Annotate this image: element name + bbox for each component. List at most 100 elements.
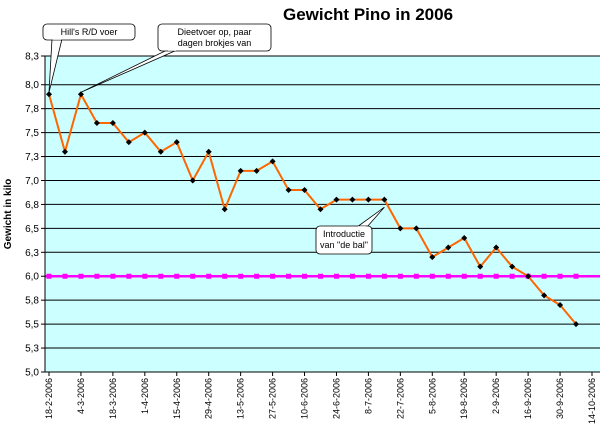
reference-marker	[557, 273, 563, 279]
y-axis-ticks: 8,3 8,0 7,8 7,5 7,3 7,0 6,8 6,5 6,3 6,0 5,8 5,5 5,3 5…	[25, 52, 45, 379]
reference-marker	[445, 273, 451, 279]
y-axis-label: Gewicht in kilo	[3, 179, 14, 250]
reference-marker	[158, 273, 164, 279]
y-tick-label: 5,8	[25, 296, 39, 307]
x-tick-label: 29-4-2006	[204, 378, 214, 419]
data-point	[285, 187, 292, 194]
callout-text: Hill's R/D voer	[61, 27, 118, 37]
x-axis-ticks: 18-2-2006 4-3-2006 18-3-2006 1-4-2006 15-4-2…	[44, 372, 597, 424]
data-point	[477, 263, 484, 270]
reference-marker	[461, 273, 467, 279]
data-point	[269, 158, 276, 165]
y-tick-label: 8,0	[25, 80, 39, 91]
data-point	[429, 254, 436, 261]
data-point	[253, 167, 260, 174]
reference-marker	[238, 273, 244, 279]
reference-marker	[302, 273, 308, 279]
reference-marker	[62, 273, 68, 279]
reference-marker	[94, 273, 100, 279]
data-point	[221, 206, 228, 213]
reference-marker	[190, 273, 196, 279]
reference-marker	[78, 273, 84, 279]
reference-marker	[110, 273, 116, 279]
callout-text: dagen brokjes van	[178, 38, 252, 48]
data-point	[397, 225, 404, 232]
y-tick-label: 7,5	[25, 128, 39, 139]
data-point	[301, 187, 308, 194]
x-tick-label: 1-4-2006	[140, 378, 150, 414]
y-tick-label: 6,3	[25, 248, 39, 259]
x-tick-label: 27-5-2006	[268, 378, 278, 419]
x-tick-label: 5-8-2006	[427, 378, 437, 414]
data-point	[333, 196, 340, 203]
reference-marker	[222, 273, 228, 279]
reference-marker	[126, 273, 132, 279]
data-point	[93, 120, 100, 127]
callout-box	[42, 23, 136, 41]
callout: Hill's R/D voer	[42, 23, 136, 93]
data-point	[557, 301, 564, 308]
reference-marker	[46, 273, 52, 279]
reference-marker	[573, 273, 579, 279]
reference-marker	[541, 273, 547, 279]
data-point	[493, 244, 500, 251]
chart-title: Gewicht Pino in 2006	[283, 5, 453, 24]
data-point	[77, 91, 84, 98]
callout-text: Introductie	[323, 229, 365, 239]
callout-box	[157, 23, 272, 52]
data-point	[61, 148, 68, 155]
reference-marker	[286, 273, 292, 279]
data-point	[46, 91, 52, 98]
reference-marker	[174, 273, 180, 279]
y-tick-label: 5,0	[25, 368, 39, 379]
callout-text: Dieetvoer op, paar	[177, 27, 251, 37]
y-tick-label: 5,3	[25, 344, 39, 355]
callout-box	[315, 225, 373, 255]
axes	[44, 56, 600, 373]
y-tick-label: 6,8	[25, 200, 39, 211]
data-point	[173, 139, 180, 146]
reference-marker	[509, 273, 515, 279]
x-tick-label: 4-3-2006	[76, 378, 86, 414]
y-tick-label: 6,0	[25, 272, 39, 283]
reference-marker	[333, 273, 339, 279]
y-tick-label: 7,0	[25, 176, 39, 187]
x-tick-label: 15-4-2006	[172, 378, 182, 419]
reference-marker	[381, 273, 387, 279]
data-point	[349, 196, 356, 203]
reference-marker	[318, 273, 323, 279]
weight-series-points	[46, 91, 580, 328]
data-point	[125, 139, 132, 146]
x-tick-label: 13-5-2006	[236, 378, 246, 419]
x-tick-label: 14-10-2006	[587, 378, 597, 424]
data-point	[317, 206, 324, 213]
data-point	[445, 244, 452, 251]
callout-text: van "de bal"	[320, 240, 368, 250]
reference-marker	[270, 273, 276, 279]
reference-marker	[254, 273, 260, 279]
data-point	[573, 321, 580, 328]
reference-marker	[413, 273, 419, 279]
reference-marker	[397, 273, 403, 279]
x-tick-label: 10-6-2006	[300, 378, 310, 419]
x-tick-label: 24-6-2006	[331, 378, 341, 419]
data-point	[461, 234, 468, 241]
data-point	[189, 177, 196, 184]
x-tick-label: 18-2-2006	[44, 378, 54, 419]
weight-series-line	[48, 91, 577, 325]
reference-marker	[349, 273, 355, 279]
x-tick-label: 18-3-2006	[108, 378, 118, 419]
data-point	[237, 167, 244, 174]
data-point	[205, 148, 212, 155]
reference-marker	[493, 273, 499, 279]
data-point	[541, 292, 548, 299]
data-point	[381, 196, 388, 203]
y-tick-label: 5,5	[25, 320, 39, 331]
x-tick-label: 2-9-2006	[491, 378, 501, 414]
data-point	[109, 120, 116, 127]
data-point	[157, 148, 164, 155]
x-tick-label: 8-7-2006	[363, 378, 373, 414]
